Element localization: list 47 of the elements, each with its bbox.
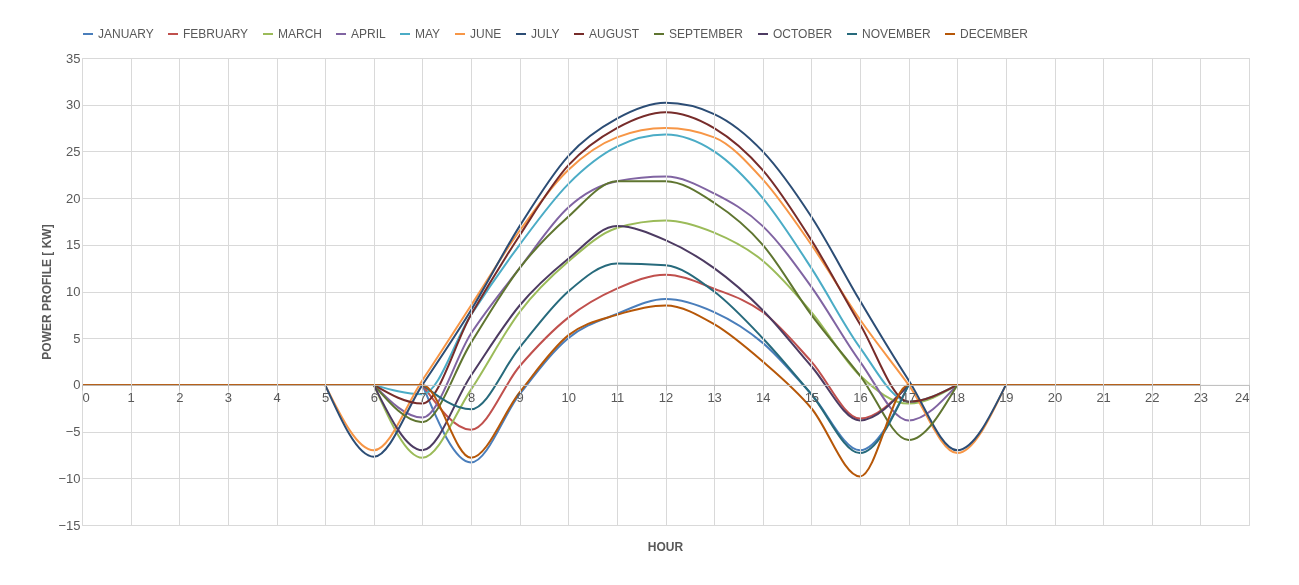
x-tick-label: 18 (950, 390, 965, 406)
x-tick-label: 3 (224, 390, 232, 406)
y-axis-title: POWER PROFILE [ KW] (40, 224, 55, 360)
x-tick-label: 13 (707, 390, 722, 406)
legend-label: MAY (415, 27, 441, 41)
legend-label: DECEMBER (960, 27, 1029, 41)
y-tick-label: 35 (66, 50, 81, 66)
y-tick-label: −10 (58, 470, 81, 486)
y-tick-label: 30 (66, 97, 81, 113)
legend-label: JUNE (470, 27, 502, 41)
legend-label: JANUARY (98, 27, 154, 41)
x-tick-label: 23 (1193, 390, 1209, 406)
x-axis-title: HOUR (647, 540, 684, 554)
x-tick-label: 10 (561, 390, 576, 406)
x-tick-label: 9 (516, 390, 524, 406)
legend-label: JULY (531, 27, 560, 41)
y-tick-label: 10 (66, 284, 81, 299)
x-tick-label: 24 (1235, 390, 1250, 406)
x-tick-label: 1 (127, 390, 135, 406)
x-tick-label: 4 (273, 390, 281, 406)
x-tick-label: 6 (370, 390, 378, 406)
legend-label: SEPTEMBER (669, 27, 744, 41)
legend-label: OCTOBER (773, 27, 833, 41)
x-tick-label: 21 (1096, 390, 1111, 406)
y-tick-label: 5 (73, 330, 81, 346)
y-tick-label: 0 (73, 377, 81, 393)
y-tick-label: −15 (58, 517, 81, 533)
legend-label: AUGUST (589, 27, 640, 41)
y-tick-label: −5 (65, 424, 81, 440)
x-tick-label: 16 (853, 390, 868, 406)
legend-label: APRIL (351, 27, 387, 41)
legend-label: NOVEMBER (862, 27, 932, 41)
x-tick-label: 20 (1047, 390, 1063, 406)
x-tick-label: 22 (1145, 390, 1160, 406)
x-tick-label: 11 (610, 390, 625, 406)
y-tick-label: 20 (66, 190, 81, 206)
y-tick-label: 25 (66, 143, 81, 159)
x-tick-label: 2 (176, 390, 184, 406)
x-tick-label: 5 (322, 390, 330, 406)
x-tick-label: 12 (658, 390, 674, 406)
x-tick-label: 14 (756, 390, 771, 406)
x-tick-label: 19 (999, 390, 1014, 406)
legend-label: MARCH (278, 27, 322, 41)
y-tick-label: 15 (66, 237, 81, 253)
x-tick-label: 7 (419, 390, 427, 406)
x-tick-label: 8 (467, 390, 476, 406)
legend-label: FEBRUARY (183, 27, 249, 41)
